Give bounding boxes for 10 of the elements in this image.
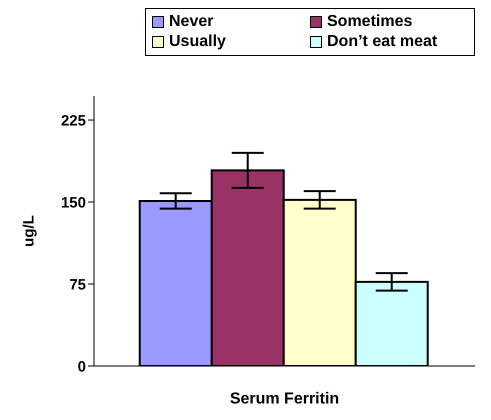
y-tick-label: 75: [69, 276, 86, 294]
y-tick-label: 150: [60, 194, 86, 212]
y-axis-title: ug/L: [20, 215, 38, 247]
y-tick-label: 225: [60, 112, 86, 130]
x-tick-label: Serum Ferritin: [230, 390, 340, 408]
legend-label: Sometimes: [327, 13, 412, 31]
y-tick-label: 0: [78, 358, 86, 376]
legend-label: Usually: [169, 33, 226, 51]
legend-label: Don’t eat meat: [327, 33, 438, 51]
legend-label: Never: [169, 13, 214, 31]
